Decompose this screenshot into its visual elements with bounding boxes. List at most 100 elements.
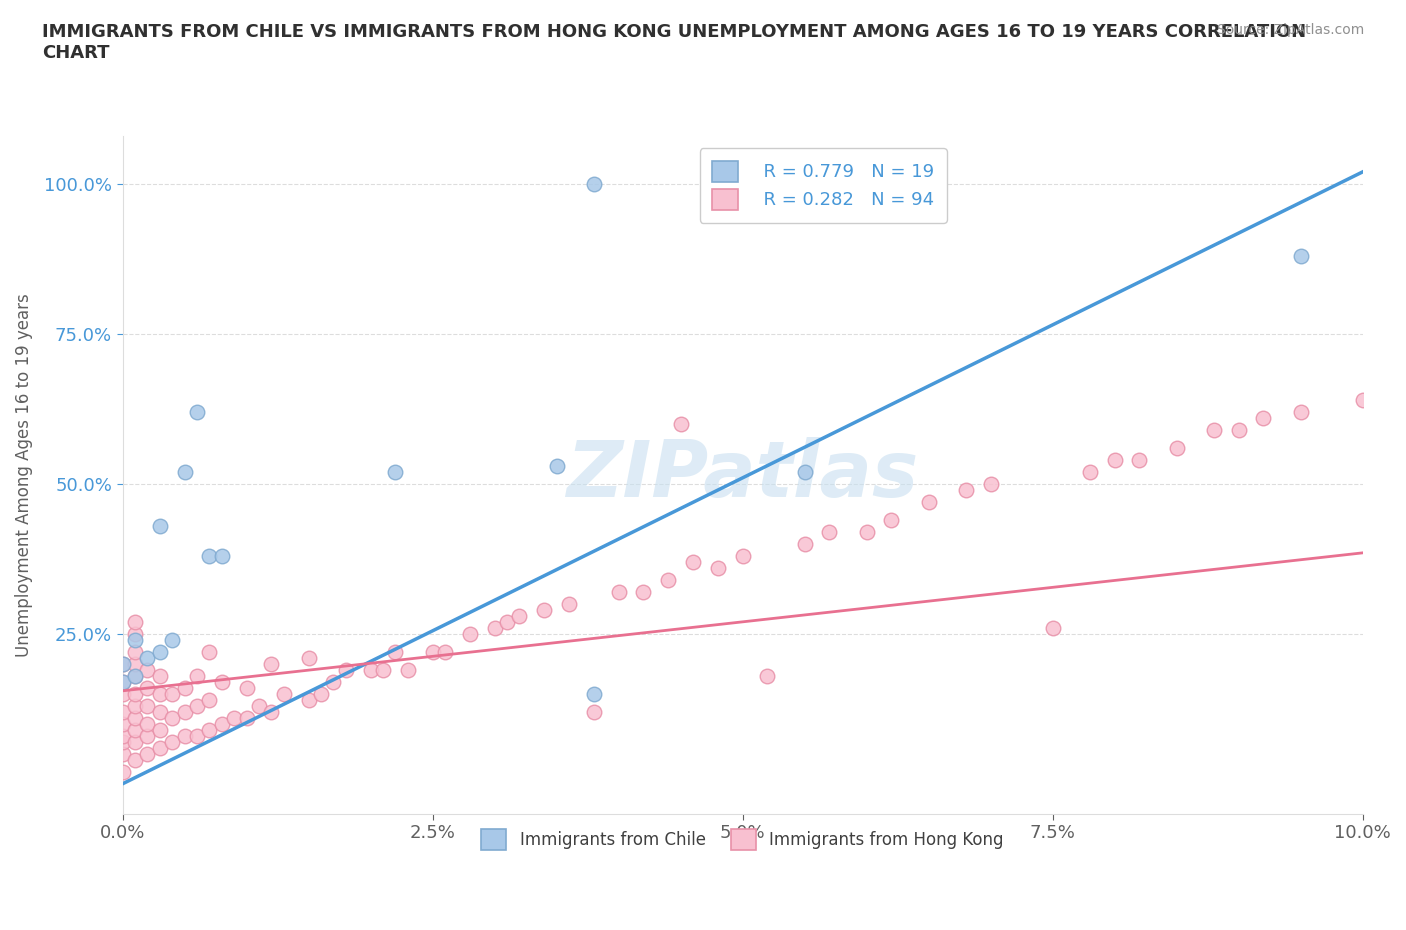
Point xyxy=(111,657,134,671)
Point xyxy=(1227,422,1250,437)
Point xyxy=(211,549,233,564)
Point xyxy=(136,747,159,762)
Point xyxy=(682,554,704,569)
Point xyxy=(198,723,221,737)
Point xyxy=(136,728,159,743)
Point xyxy=(136,650,159,665)
Point xyxy=(496,615,519,630)
Point xyxy=(533,603,555,618)
Point xyxy=(1078,464,1101,479)
Point xyxy=(111,686,134,701)
Point xyxy=(1253,410,1275,425)
Point xyxy=(124,752,146,767)
Point xyxy=(124,723,146,737)
Point xyxy=(124,686,146,701)
Point xyxy=(546,458,568,473)
Point xyxy=(111,764,134,779)
Point xyxy=(186,669,208,684)
Point xyxy=(124,644,146,659)
Point xyxy=(124,657,146,671)
Point xyxy=(793,537,815,551)
Point xyxy=(980,476,1002,491)
Point xyxy=(1128,452,1150,467)
Point xyxy=(793,464,815,479)
Point xyxy=(433,644,456,659)
Point xyxy=(186,728,208,743)
Point xyxy=(396,662,419,677)
Point xyxy=(607,584,630,599)
Point xyxy=(260,704,283,719)
Point xyxy=(111,674,134,689)
Point xyxy=(508,608,530,623)
Point xyxy=(124,735,146,750)
Point xyxy=(198,644,221,659)
Point xyxy=(582,704,605,719)
Point xyxy=(235,681,257,696)
Point xyxy=(484,620,506,635)
Point xyxy=(880,512,903,527)
Point xyxy=(160,735,183,750)
Point xyxy=(149,669,172,684)
Point xyxy=(458,627,481,642)
Point xyxy=(558,596,581,611)
Point xyxy=(198,549,221,564)
Point xyxy=(160,711,183,725)
Point xyxy=(124,632,146,647)
Point xyxy=(669,417,692,432)
Point xyxy=(173,704,195,719)
Point xyxy=(707,561,730,576)
Point xyxy=(955,483,977,498)
Point xyxy=(384,644,406,659)
Point xyxy=(855,525,877,539)
Point xyxy=(1202,422,1225,437)
Point xyxy=(322,674,344,689)
Legend: Immigrants from Chile, Immigrants from Hong Kong: Immigrants from Chile, Immigrants from H… xyxy=(475,823,1011,857)
Point xyxy=(235,711,257,725)
Point xyxy=(384,464,406,479)
Point xyxy=(124,627,146,642)
Point xyxy=(260,657,283,671)
Point xyxy=(224,711,246,725)
Point xyxy=(136,698,159,713)
Point xyxy=(1289,405,1312,419)
Point xyxy=(160,632,183,647)
Point xyxy=(111,728,134,743)
Point xyxy=(186,405,208,419)
Point xyxy=(136,662,159,677)
Point xyxy=(309,686,332,701)
Point xyxy=(582,177,605,192)
Point xyxy=(124,698,146,713)
Point xyxy=(1166,441,1188,456)
Point xyxy=(633,584,655,599)
Point xyxy=(149,644,172,659)
Point xyxy=(247,698,270,713)
Point xyxy=(1351,392,1374,407)
Point xyxy=(111,674,134,689)
Point xyxy=(173,464,195,479)
Point xyxy=(422,644,444,659)
Point xyxy=(273,686,295,701)
Point xyxy=(149,686,172,701)
Point xyxy=(149,740,172,755)
Point xyxy=(1104,452,1126,467)
Point xyxy=(1042,620,1064,635)
Point xyxy=(917,495,939,510)
Text: ZIPatlas: ZIPatlas xyxy=(567,437,918,512)
Text: IMMIGRANTS FROM CHILE VS IMMIGRANTS FROM HONG KONG UNEMPLOYMENT AMONG AGES 16 TO: IMMIGRANTS FROM CHILE VS IMMIGRANTS FROM… xyxy=(42,23,1306,62)
Point xyxy=(111,716,134,731)
Y-axis label: Unemployment Among Ages 16 to 19 years: Unemployment Among Ages 16 to 19 years xyxy=(15,293,32,657)
Point xyxy=(111,657,134,671)
Point xyxy=(149,704,172,719)
Point xyxy=(111,704,134,719)
Point xyxy=(335,662,357,677)
Point xyxy=(136,716,159,731)
Point xyxy=(360,662,382,677)
Point xyxy=(297,650,319,665)
Point xyxy=(297,693,319,708)
Point xyxy=(731,549,754,564)
Text: Source: ZipAtlas.com: Source: ZipAtlas.com xyxy=(1216,23,1364,37)
Point xyxy=(657,572,679,587)
Point xyxy=(211,674,233,689)
Point xyxy=(818,525,841,539)
Point xyxy=(173,681,195,696)
